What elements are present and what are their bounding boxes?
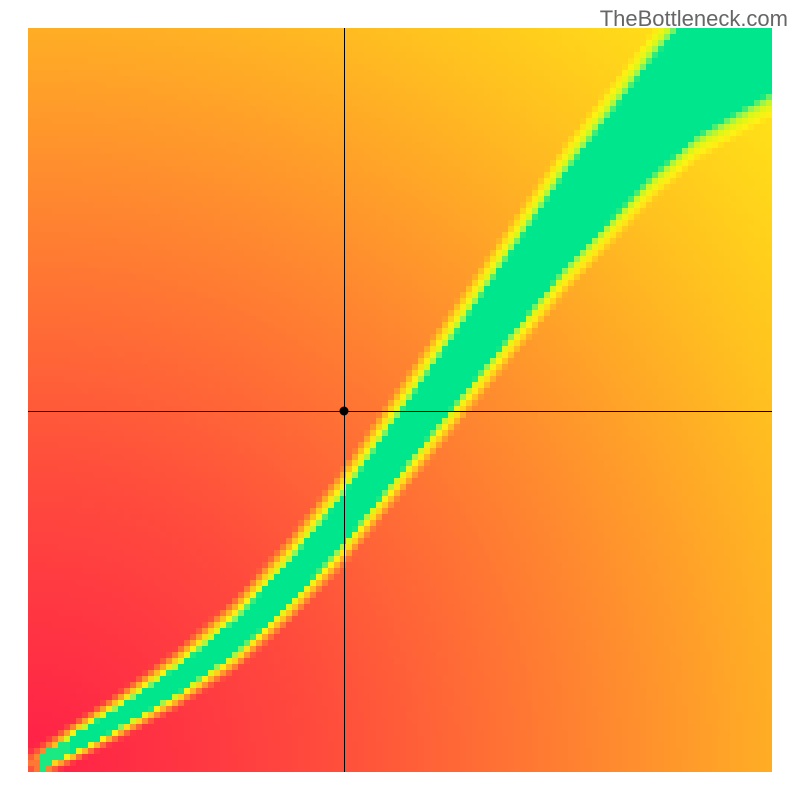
crosshair-vertical — [344, 28, 345, 772]
selected-point-marker — [340, 407, 349, 416]
plot-area — [28, 28, 772, 772]
crosshair-horizontal — [28, 411, 772, 412]
watermark-text: TheBottleneck.com — [600, 6, 788, 32]
heatmap-canvas — [28, 28, 772, 772]
chart-container: TheBottleneck.com — [0, 0, 800, 800]
